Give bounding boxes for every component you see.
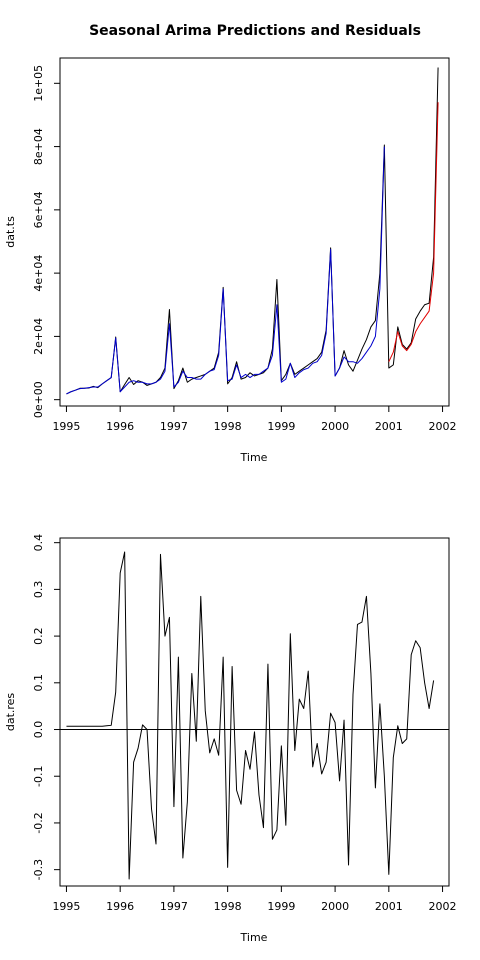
series-layer xyxy=(60,551,449,880)
series-line-0 xyxy=(66,67,439,395)
x-tick-label: 1998 xyxy=(214,420,242,433)
x-tick-label: 1996 xyxy=(106,900,134,913)
y-tick-label: 8e+04 xyxy=(32,128,45,165)
x-tick-label: 1995 xyxy=(52,420,80,433)
y-tick-label: 2e+04 xyxy=(32,318,45,355)
y-tick-label: 0.3 xyxy=(32,581,45,599)
x-tick-label: 2000 xyxy=(321,900,349,913)
y-axis: -0.3 -0.2 -0.1 0.0 0.1 0.2 0.3 0.4 xyxy=(32,534,61,880)
y-tick-label: 4e+04 xyxy=(32,255,45,292)
y-axis: 0e+00 2e+04 4e+04 6e+04 8e+04 1e+05 xyxy=(32,65,61,418)
series-layer xyxy=(66,67,439,395)
x-axis: 1995 1996 1997 1998 1999 2000 2001 2002 xyxy=(52,885,457,913)
y-tick-label: 0.2 xyxy=(32,627,45,645)
x-tick-label: 1997 xyxy=(160,420,188,433)
figure-title: Seasonal Arima Predictions and Residuals xyxy=(89,23,421,39)
plot-frame xyxy=(59,57,450,407)
series-line-0 xyxy=(66,551,435,880)
x-axis: 1995 1996 1997 1998 1999 2000 2001 2002 xyxy=(52,405,457,433)
x-axis-label: Time xyxy=(240,451,268,464)
x-axis-label: Time xyxy=(240,931,268,944)
y-axis-label: dat.ts xyxy=(4,216,17,248)
x-tick-label: 1997 xyxy=(160,900,188,913)
y-tick-label: -0.2 xyxy=(32,812,45,833)
y-tick-label: 0.0 xyxy=(32,721,45,739)
x-tick-label: 2002 xyxy=(429,420,457,433)
y-tick-label: -0.1 xyxy=(32,765,45,786)
series-line-2 xyxy=(388,102,439,362)
predictions-panel: 1995 1996 1997 1998 1999 2000 2001 2002 0e+00 2e… xyxy=(4,57,457,464)
x-tick-label: 2000 xyxy=(321,420,349,433)
y-tick-label: 0e+00 xyxy=(32,381,45,418)
x-tick-label: 1999 xyxy=(267,420,295,433)
residuals-panel: 1995 1996 1997 1998 1999 2000 2001 2002 -0.3-0.… xyxy=(4,534,457,944)
y-tick-label: 0.4 xyxy=(32,534,45,552)
series-line-1 xyxy=(66,146,385,395)
x-tick-label: 2001 xyxy=(375,900,403,913)
x-tick-label: 2001 xyxy=(375,420,403,433)
y-tick-label: -0.3 xyxy=(32,859,45,880)
y-tick-label: 6e+04 xyxy=(32,191,45,228)
x-tick-label: 1995 xyxy=(52,900,80,913)
x-tick-label: 1996 xyxy=(106,420,134,433)
x-tick-label: 1999 xyxy=(267,900,295,913)
y-tick-label: 0.1 xyxy=(32,674,45,692)
x-tick-label: 2002 xyxy=(429,900,457,913)
y-axis-label: dat.res xyxy=(4,693,17,732)
x-tick-label: 1998 xyxy=(214,900,242,913)
y-tick-label: 1e+05 xyxy=(32,65,45,102)
